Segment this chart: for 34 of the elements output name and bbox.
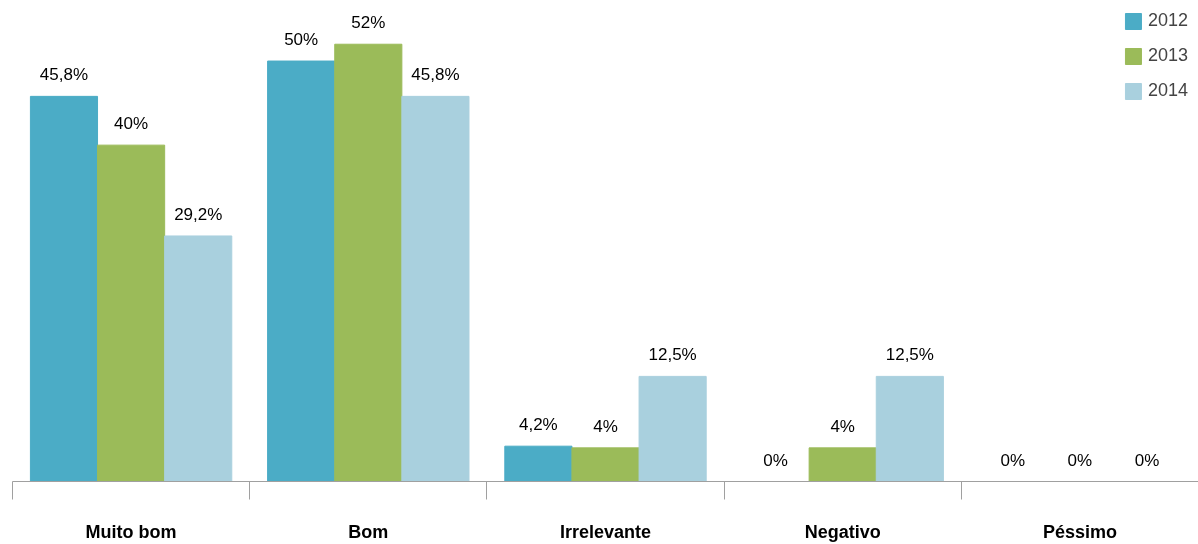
bar: [267, 60, 336, 482]
legend-label: 2014: [1147, 80, 1188, 101]
bar: [401, 95, 470, 482]
bar: [97, 144, 166, 482]
bar: [504, 445, 573, 482]
bar: [808, 447, 877, 482]
data-label: 45,8%: [39, 65, 89, 85]
data-label: 0%: [1134, 450, 1160, 470]
bar: [571, 447, 640, 482]
data-label: 4%: [830, 416, 855, 436]
data-label: 12,5%: [885, 345, 934, 365]
x-tick-label: Irrelevante: [559, 521, 652, 542]
x-tick-label: Bom: [348, 521, 389, 542]
data-label: 52%: [351, 13, 386, 33]
data-label: 4%: [593, 416, 618, 436]
data-label: 29,2%: [174, 204, 223, 224]
x-tick-label: Negativo: [804, 521, 881, 542]
bar: [638, 375, 707, 482]
bar: [29, 95, 99, 482]
data-label: 12,5%: [648, 345, 697, 365]
data-label: 4,2%: [519, 415, 558, 435]
bar: [875, 375, 944, 482]
x-tick-label: Muito bom: [85, 521, 177, 542]
data-label: 0%: [763, 450, 788, 470]
data-label: 50%: [284, 30, 319, 50]
bar: [334, 43, 403, 482]
legend-label: 2013: [1147, 45, 1188, 66]
data-label: 0%: [1067, 450, 1093, 470]
data-label: 45,8%: [411, 65, 460, 85]
legend-label: 2012: [1147, 10, 1188, 31]
data-label: 40%: [114, 114, 149, 134]
bar: [164, 235, 233, 482]
data-label: 0%: [1000, 450, 1026, 470]
x-tick-label: Péssimo: [1042, 521, 1117, 542]
